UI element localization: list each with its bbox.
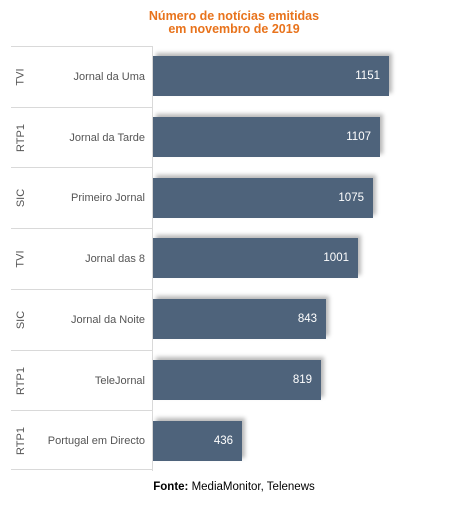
bar-value-label: 819 <box>292 373 312 386</box>
bar: 1107 <box>153 117 380 158</box>
program-label: Jornal da Tarde <box>69 131 145 144</box>
bar: 436 <box>153 420 242 461</box>
bar-value-label: 1075 <box>338 191 364 204</box>
category-row: SIC Primeiro Jornal <box>11 167 153 227</box>
channel-label-text: TVI <box>15 250 27 268</box>
category-row: RTP1 Portugal em Directo <box>11 410 153 471</box>
channel-label: SIC <box>13 168 29 228</box>
bar: 1001 <box>153 238 358 279</box>
program-label: Jornal da Noite <box>71 313 145 326</box>
bar: 1151 <box>153 56 389 97</box>
bar-value-label: 1107 <box>346 131 371 144</box>
bar-value-label: 843 <box>297 313 317 326</box>
category-row: TVI Jornal da Uma <box>11 46 153 106</box>
program-label: Portugal em Directo <box>47 435 145 448</box>
source-text: MediaMonitor, Telenews <box>188 481 315 493</box>
channel-label-text: RTP1 <box>15 366 28 395</box>
chart-title-line-2: em novembro de 2019 <box>168 22 300 36</box>
channel-label: RTP1 <box>13 351 29 411</box>
category-row: RTP1 TeleJornal <box>11 349 153 411</box>
channel-label: SIC <box>13 290 29 350</box>
bar-value-label: 1001 <box>323 252 349 265</box>
bar: 843 <box>153 299 326 340</box>
program-label: Primeiro Jornal <box>71 192 145 205</box>
channel-label-text: RTP1 <box>15 427 28 456</box>
program-label: Jornal das 8 <box>85 253 145 266</box>
bar: 819 <box>153 359 321 400</box>
chart-title-line-1: Número de notícias emitidas <box>148 9 320 23</box>
bar: 1075 <box>153 177 373 218</box>
channel-label: RTP1 <box>13 108 29 168</box>
channel-label-text: RTP1 <box>15 123 28 152</box>
channel-label-text: TVI <box>15 68 27 86</box>
channel-label: TVI <box>13 47 29 107</box>
channel-label: TVI <box>13 229 29 289</box>
source-note: Fonte: MediaMonitor, Telenews <box>0 481 468 493</box>
bar-value-label: 436 <box>213 434 233 447</box>
category-row: TVI Jornal das 8 <box>11 228 153 288</box>
category-row: SIC Jornal da Noite <box>11 288 153 350</box>
channel-label-text: SIC <box>15 310 27 329</box>
bar-value-label: 1151 <box>355 70 380 83</box>
program-label: Jornal da Uma <box>73 71 145 83</box>
axis-line <box>152 46 153 471</box>
category-row: RTP1 Jornal da Tarde <box>11 106 153 168</box>
channel-label-text: SIC <box>15 189 27 208</box>
chart-title: Número de notícias emitidas em novembro … <box>0 10 468 36</box>
channel-label: RTP1 <box>13 411 29 471</box>
category-table: TVI Jornal da Uma RTP1 Jornal da Tarde SIC Pr… <box>11 46 153 471</box>
source-label: Fonte: <box>153 481 189 493</box>
program-label: TeleJornal <box>94 374 145 387</box>
